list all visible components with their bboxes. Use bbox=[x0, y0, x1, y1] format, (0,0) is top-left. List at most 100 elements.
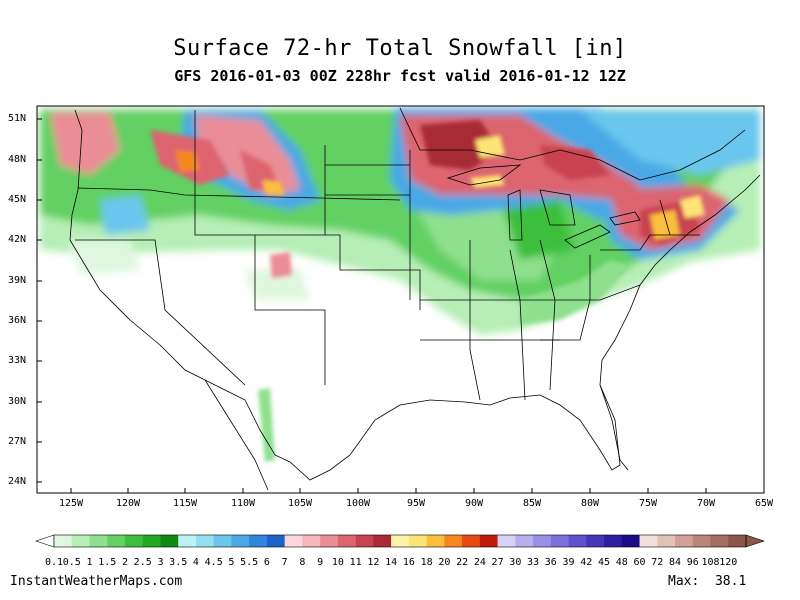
great-lakes bbox=[446, 164, 641, 249]
colorbar-tick-label: 1 bbox=[86, 557, 93, 568]
colorbar-swatch bbox=[142, 535, 161, 547]
max-value: 38.1 bbox=[714, 574, 747, 589]
colorbar-swatch bbox=[479, 535, 498, 547]
colorbar-swatch bbox=[355, 535, 374, 547]
colorbar-tick-label: 108 bbox=[701, 557, 720, 568]
colorbar-tick-label: 84 bbox=[668, 557, 682, 568]
lon-label: 70W bbox=[696, 498, 716, 509]
colorbar-tick-label: 39 bbox=[562, 557, 575, 568]
colorbar-swatch bbox=[728, 535, 747, 547]
colorbar-swatch bbox=[497, 535, 516, 547]
lon-label: 75W bbox=[638, 498, 658, 509]
colorbar-tick-label: 60 bbox=[633, 557, 646, 568]
colorbar-swatch bbox=[550, 535, 569, 547]
colorbar-tick-label: 30 bbox=[509, 557, 522, 568]
map-title: Surface 72-hr Total Snowfall [in] bbox=[173, 36, 627, 61]
colorbar-tick-label: 33 bbox=[527, 557, 540, 568]
colorbar-swatch bbox=[213, 535, 232, 547]
colorbar-swatch bbox=[302, 535, 321, 547]
lon-label: 65W bbox=[754, 498, 774, 509]
colorbar-tick-label: 5.5 bbox=[240, 557, 259, 568]
source-credit: InstantWeatherMaps.com bbox=[10, 574, 183, 589]
lat-label: 33N bbox=[8, 355, 27, 366]
colorbar-swatch bbox=[266, 535, 285, 547]
colorbar-swatch bbox=[675, 535, 694, 547]
colorbar-tick-label: 120 bbox=[719, 557, 738, 568]
colorbar-tick-label: 45 bbox=[598, 557, 611, 568]
lon-label: 115W bbox=[172, 498, 198, 509]
colorbar-swatch bbox=[621, 535, 640, 547]
colorbar-tick-label: 72 bbox=[651, 557, 664, 568]
lon-label: 90W bbox=[464, 498, 484, 509]
snowfall-shading bbox=[40, 108, 760, 462]
colorbar-swatch bbox=[89, 535, 108, 547]
colorbar-tick-label: 9 bbox=[317, 557, 324, 568]
colorbar-swatch bbox=[692, 535, 711, 547]
lat-label: 42N bbox=[8, 234, 27, 245]
colorbar-tick-label: 6 bbox=[263, 557, 270, 568]
colorbar-swatch bbox=[71, 535, 90, 547]
colorbar-swatch bbox=[107, 535, 126, 547]
lat-label: 36N bbox=[8, 315, 27, 326]
colorbar-tick-label: 12 bbox=[367, 557, 380, 568]
colorbar-tick-label: 96 bbox=[686, 557, 699, 568]
colorbar-swatch bbox=[568, 535, 587, 547]
colorbar-swatch bbox=[444, 535, 463, 547]
lon-label: 120W bbox=[115, 498, 141, 509]
colorbar-swatch bbox=[160, 535, 179, 547]
colorbar-tick-label: 24 bbox=[473, 557, 486, 568]
lat-label: 24N bbox=[8, 476, 27, 487]
colorbar-swatch bbox=[462, 535, 481, 547]
colorbar-tick-label: 5 bbox=[228, 557, 235, 568]
colorbar-tick-label: 14 bbox=[385, 557, 398, 568]
lat-label: 51N bbox=[8, 113, 27, 124]
colorbar-swatch bbox=[533, 535, 552, 547]
colorbar-tick-label: 3.5 bbox=[169, 557, 188, 568]
colorbar-tick-label: 48 bbox=[615, 557, 628, 568]
colorbar-tick-label: 1.5 bbox=[98, 557, 117, 568]
lat-label: 45N bbox=[8, 194, 27, 205]
map-frame bbox=[36, 105, 765, 494]
colorbar-tick-label: 18 bbox=[420, 557, 433, 568]
lat-label: 30N bbox=[8, 396, 27, 407]
colorbar-swatch bbox=[195, 535, 214, 547]
colorbar-swatch bbox=[54, 535, 73, 547]
colorbar-tick-label: 2.5 bbox=[133, 557, 152, 568]
lon-label: 100W bbox=[345, 498, 371, 509]
colorbar-swatch bbox=[586, 535, 605, 547]
colorbar-swatch bbox=[515, 535, 534, 547]
lon-label: 85W bbox=[522, 498, 542, 509]
lon-label: 80W bbox=[580, 498, 600, 509]
colorbar-swatch bbox=[320, 535, 339, 547]
florida-coast bbox=[599, 384, 629, 471]
colorbar-tick-label: 3 bbox=[157, 557, 164, 568]
colorbar-tick-label: 27 bbox=[491, 557, 504, 568]
colorbar-swatch bbox=[373, 535, 392, 547]
colorbar-swatch bbox=[178, 535, 197, 547]
colorbar-tick-label: 0.1 bbox=[44, 557, 64, 568]
lat-label: 27N bbox=[8, 436, 27, 447]
lon-label: 125W bbox=[58, 498, 84, 509]
colorbar-swatch bbox=[408, 535, 427, 547]
lon-label: 95W bbox=[406, 498, 426, 509]
colorbar-tick-label: 16 bbox=[402, 557, 415, 568]
colorbar-tick-label: 10 bbox=[331, 557, 344, 568]
lat-label: 39N bbox=[8, 275, 27, 286]
colorbar-outline bbox=[53, 534, 747, 548]
colorbar-swatch bbox=[639, 535, 658, 547]
max-value-readout: Max: 38.1 bbox=[668, 574, 746, 589]
colorbar-low-arrow bbox=[35, 534, 55, 548]
baja-coast bbox=[204, 379, 269, 491]
colorbar-swatch bbox=[231, 535, 250, 547]
colorbar-swatch bbox=[604, 535, 623, 547]
colorbar-tick-label: 22 bbox=[456, 557, 469, 568]
colorbar-tick-label: 0.5 bbox=[62, 557, 81, 568]
lat-ticks bbox=[37, 118, 42, 483]
colorbar-tick-label: 4 bbox=[192, 557, 199, 568]
colorbar-tick-label: 20 bbox=[438, 557, 451, 568]
colorbar-swatch bbox=[426, 535, 445, 547]
lon-ticks bbox=[70, 488, 765, 493]
colorbar-swatch bbox=[284, 535, 303, 547]
lon-label: 110W bbox=[230, 498, 256, 509]
